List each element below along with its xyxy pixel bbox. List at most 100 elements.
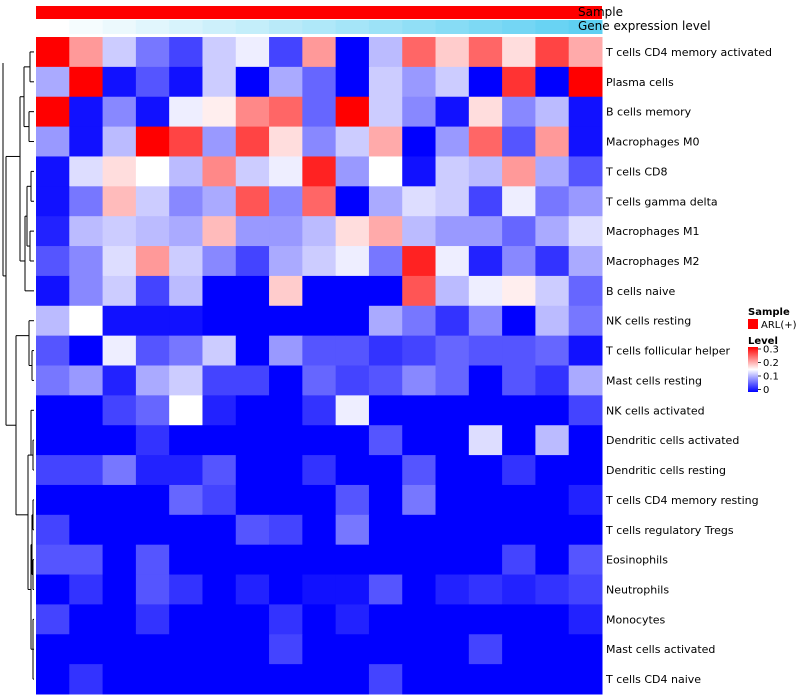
heatmap-cell <box>435 186 470 217</box>
heatmap-cell <box>568 37 603 68</box>
heatmap-cell <box>135 216 170 247</box>
heatmap-cell <box>368 96 403 128</box>
annotation-expression-cell <box>36 20 70 34</box>
row-label: Dendritic cells resting <box>606 464 726 477</box>
row-label: T cells gamma delta <box>605 195 718 208</box>
heatmap-cell <box>502 455 536 486</box>
heatmap-cell <box>202 544 237 576</box>
heatmap-cell <box>435 335 470 366</box>
heatmap-cell <box>169 455 203 486</box>
heatmap-cell <box>202 305 237 337</box>
heatmap-cell <box>302 37 337 68</box>
legend-tick-label: 0 <box>763 385 769 396</box>
heatmap-cell <box>368 156 403 187</box>
heatmap-cell <box>402 365 437 396</box>
heatmap-cell <box>535 664 570 695</box>
heatmap-cell <box>368 66 403 98</box>
heatmap-cell <box>302 66 337 98</box>
heatmap-cell <box>435 365 470 396</box>
heatmap-cell <box>302 156 337 187</box>
heatmap-cell <box>302 305 337 337</box>
heatmap-cell <box>302 246 337 277</box>
heatmap-cell <box>135 634 170 665</box>
heatmap-cell <box>302 275 337 307</box>
heatmap-cell <box>568 484 603 516</box>
annotation-label-sample: Sample <box>578 5 623 19</box>
heatmap-cell <box>269 425 303 456</box>
heatmap-cell <box>235 66 270 98</box>
heatmap-cell <box>169 335 203 366</box>
heatmap-cell <box>368 574 403 605</box>
heatmap-cell <box>269 395 303 426</box>
row-label: T cells CD8 <box>605 165 668 178</box>
heatmap-cell <box>568 574 603 605</box>
heatmap-cell <box>235 246 270 277</box>
heatmap-cell <box>302 574 337 605</box>
heatmap-cell <box>468 126 503 157</box>
heatmap-cell <box>368 544 403 576</box>
heatmap-cell <box>135 574 170 605</box>
heatmap-cell <box>535 37 570 68</box>
heatmap-cell <box>269 305 303 337</box>
heatmap-cell <box>135 305 170 337</box>
heatmap-cell <box>135 514 170 546</box>
row-label: Monocytes <box>606 613 666 626</box>
heatmap-cell <box>502 96 536 128</box>
heatmap-cell <box>435 156 470 187</box>
heatmap-cell <box>302 335 337 366</box>
heatmap-cell <box>235 574 270 605</box>
heatmap-cell <box>468 305 503 337</box>
annotation-expression-cell <box>302 20 337 34</box>
annotation-expression-cell <box>169 20 203 34</box>
heatmap-cell <box>402 425 437 456</box>
heatmap-cell <box>568 365 603 396</box>
heatmap-cell <box>36 335 70 366</box>
heatmap-cell <box>468 455 503 486</box>
heatmap-cell <box>36 514 70 546</box>
heatmap-cell <box>468 216 503 247</box>
heatmap-cell <box>468 66 503 98</box>
heatmap-cell <box>402 634 437 665</box>
heatmap-cell <box>135 664 170 695</box>
heatmap-cell <box>368 275 403 307</box>
heatmap-cell <box>435 425 470 456</box>
heatmap-cell <box>535 305 570 337</box>
heatmap-cell <box>502 604 536 635</box>
heatmap-cell <box>69 544 104 576</box>
heatmap-cell <box>402 275 437 307</box>
heatmap-cell <box>169 156 203 187</box>
heatmap-cell <box>202 275 237 307</box>
heatmap-cell <box>568 305 603 337</box>
heatmap-cell <box>335 455 370 486</box>
heatmap-cell <box>402 66 437 98</box>
heatmap-cell <box>368 455 403 486</box>
heatmap-cell <box>69 395 104 426</box>
heatmap-cell <box>69 604 104 635</box>
heatmap-cell <box>269 664 303 695</box>
heatmap-cell <box>169 365 203 396</box>
heatmap-cell <box>468 484 503 516</box>
heatmap-cell <box>102 96 137 128</box>
heatmap-cell <box>36 37 70 68</box>
heatmap-cell <box>235 455 270 486</box>
heatmap-cell <box>568 544 603 576</box>
heatmap-cell <box>502 425 536 456</box>
heatmap-cell <box>69 37 104 68</box>
heatmap-cell <box>202 246 237 277</box>
heatmap-cell <box>269 156 303 187</box>
heatmap-cell <box>36 305 70 337</box>
heatmap-cell <box>435 275 470 307</box>
heatmap-cell <box>269 216 303 247</box>
heatmap-cell <box>102 66 137 98</box>
heatmap-cell <box>568 216 603 247</box>
annotation-expression-cell <box>535 20 570 34</box>
heatmap-cell <box>302 664 337 695</box>
heatmap-cell <box>69 305 104 337</box>
row-label: Plasma cells <box>606 76 674 89</box>
heatmap-cell <box>502 395 536 426</box>
row-dendrogram <box>2 51 34 680</box>
heatmap-cell <box>302 395 337 426</box>
heatmap-cell <box>102 186 137 217</box>
heatmap-cell <box>235 365 270 396</box>
heatmap-cell <box>135 275 170 307</box>
